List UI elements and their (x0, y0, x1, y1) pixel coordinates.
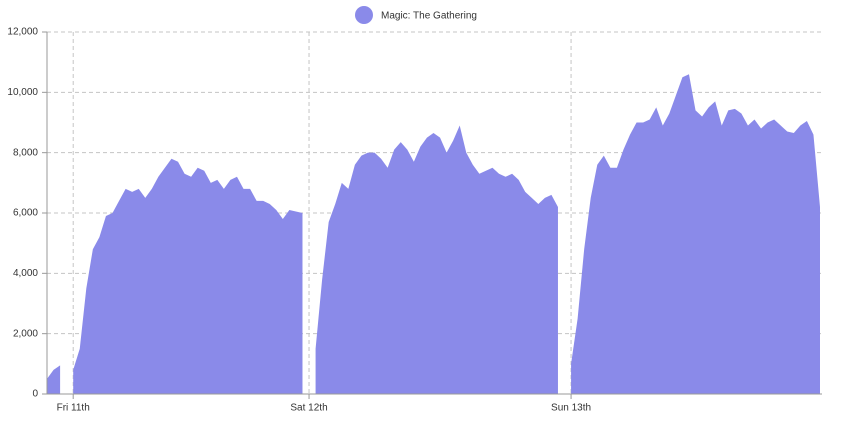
x-tick-label: Sun 13th (551, 403, 591, 414)
y-tick-label: 4,000 (13, 268, 38, 279)
y-tick-label: 0 (32, 389, 38, 400)
y-tick-label: 6,000 (13, 208, 38, 219)
legend-marker (355, 6, 373, 24)
area (47, 74, 820, 394)
x-tick-label: Fri 11th (57, 403, 90, 414)
y-tick-label: 10,000 (7, 87, 38, 98)
legend-label: Magic: The Gathering (381, 11, 477, 22)
y-tick-label: 8,000 (13, 147, 38, 158)
x-tick-label: Sat 12th (290, 403, 327, 414)
y-tick-label: 2,000 (13, 328, 38, 339)
y-tick-label: 12,000 (7, 27, 38, 38)
